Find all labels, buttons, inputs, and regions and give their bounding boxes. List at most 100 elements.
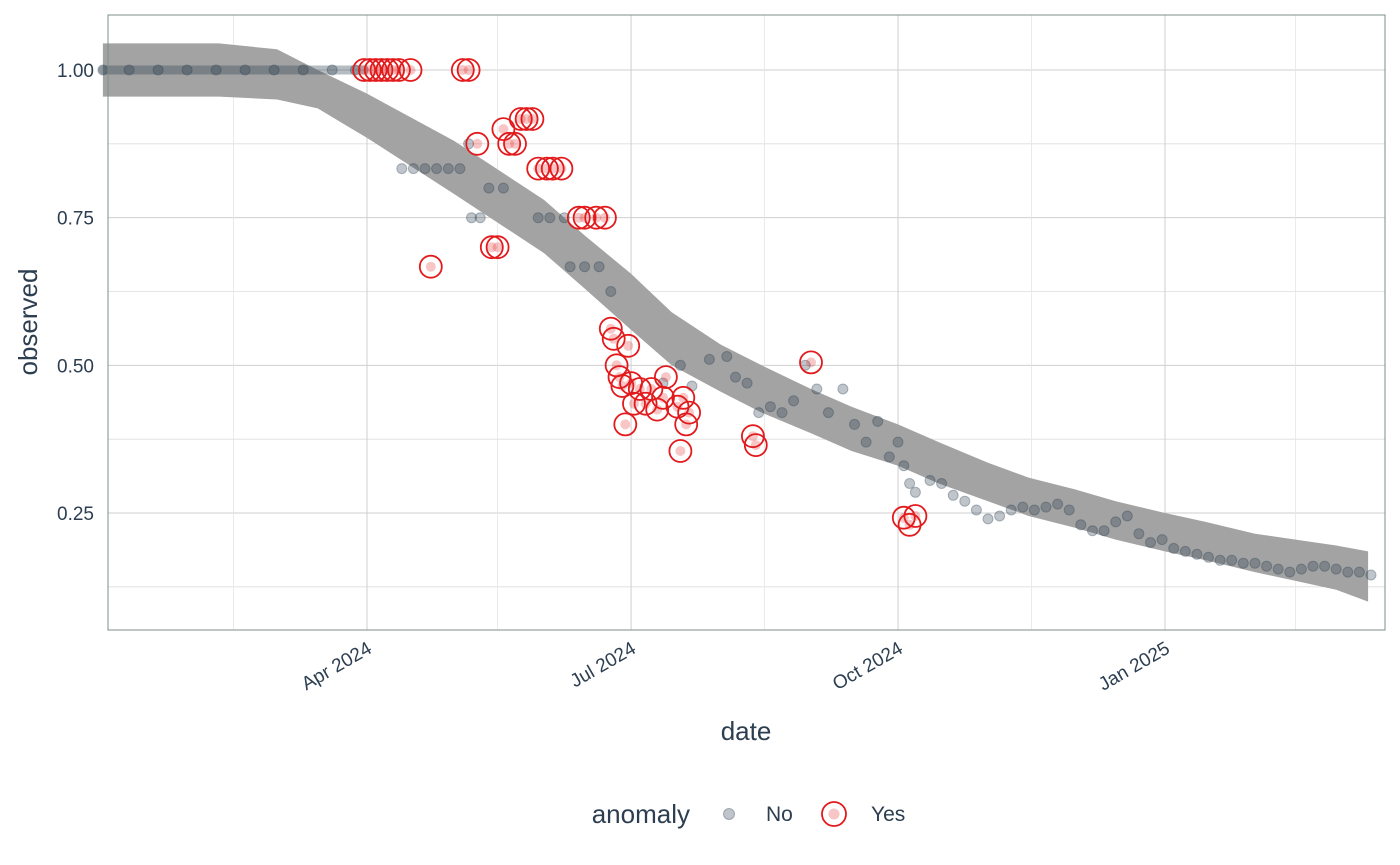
point-no: [924, 475, 936, 486]
point-no: [721, 351, 733, 362]
point-no: [532, 212, 544, 224]
point-no: [1063, 504, 1075, 516]
point-no: [1307, 560, 1319, 572]
point-no: [872, 415, 884, 427]
point-no: [959, 495, 971, 507]
point-yes: [806, 357, 816, 368]
point-yes: [675, 446, 686, 456]
point-no: [892, 436, 904, 448]
anomaly-ring: [616, 333, 641, 358]
point-no: [1353, 566, 1365, 578]
point-no: [1284, 566, 1296, 578]
point-yes: [620, 419, 631, 430]
anomaly-ring: [645, 397, 670, 422]
anomaly-ring: [741, 424, 765, 449]
point-no: [1226, 554, 1238, 566]
point-no: [466, 212, 477, 224]
anomaly-ring: [418, 254, 443, 279]
point-no: [1191, 548, 1203, 560]
point-no: [1133, 528, 1145, 540]
point-yes: [599, 212, 610, 223]
point-no: [419, 163, 431, 175]
point-no: [1249, 557, 1261, 569]
anomaly-ring: [352, 58, 377, 82]
point-no: [1365, 569, 1377, 581]
anomaly-ring: [456, 58, 481, 82]
point-no: [1295, 563, 1307, 575]
anomaly-ring: [357, 58, 382, 82]
point-no: [970, 504, 982, 516]
legend-key-no: [723, 808, 735, 820]
point-no: [268, 64, 280, 76]
point-yes: [504, 138, 515, 149]
y-tick-label: 0.50: [57, 356, 94, 377]
point-no: [1145, 537, 1156, 548]
anomaly-ring: [566, 205, 591, 230]
anomaly-ring: [535, 156, 559, 181]
point-no: [297, 64, 309, 76]
point-yes: [652, 404, 663, 415]
point-yes: [457, 65, 468, 75]
point-no: [776, 407, 788, 419]
point-yes: [472, 138, 483, 149]
anomaly-ring: [497, 131, 522, 156]
legend-label-yes: Yes: [871, 803, 905, 826]
point-no: [1121, 510, 1133, 522]
point-no: [181, 64, 193, 76]
anomaly-ring: [674, 412, 699, 437]
anomaly-ring: [363, 58, 388, 82]
anomaly-ring: [903, 504, 928, 528]
point-no: [860, 436, 872, 448]
prediction-band: [102, 43, 1369, 602]
point-no: [1098, 525, 1110, 537]
point-yes: [510, 138, 520, 149]
point-no: [593, 261, 605, 273]
point-yes: [498, 124, 509, 135]
point-no: [483, 182, 495, 194]
point-no: [753, 407, 765, 419]
point-no: [1168, 542, 1180, 554]
anomaly-ring: [526, 156, 551, 181]
point-no: [407, 163, 419, 175]
point-no: [947, 489, 959, 501]
point-no: [1342, 566, 1354, 578]
point-no: [396, 163, 408, 175]
legend-title: anomaly: [592, 799, 690, 829]
anomaly-ring: [375, 58, 400, 82]
point-no: [1017, 501, 1029, 513]
point-no: [730, 371, 741, 383]
point-no: [837, 383, 849, 395]
point-no: [898, 460, 910, 472]
point-no: [431, 163, 443, 175]
anomaly-ring: [671, 385, 696, 410]
point-no: [1087, 525, 1098, 537]
anomaly-ring: [381, 58, 406, 82]
y-tick-label: 0.25: [57, 504, 94, 525]
anomaly-ring: [540, 156, 565, 181]
point-no: [849, 418, 860, 430]
point-no: [1214, 554, 1226, 566]
anomaly-ring: [668, 439, 693, 463]
anomaly-ring: [654, 365, 678, 390]
point-no: [788, 395, 800, 407]
anomaly-ring: [584, 205, 609, 230]
x-axis-title: date: [721, 716, 772, 746]
point-no: [152, 64, 164, 76]
point-no: [558, 212, 570, 224]
point-yes: [573, 212, 584, 223]
point-yes: [425, 261, 436, 272]
point-no: [605, 286, 617, 297]
anomaly-ring: [607, 365, 632, 390]
point-no: [239, 64, 251, 76]
point-yes: [486, 242, 497, 253]
anomaly-ring: [386, 58, 411, 82]
point-no: [1028, 504, 1040, 516]
point-no: [1110, 516, 1122, 528]
point-no: [1040, 501, 1052, 513]
anomaly-ring: [622, 391, 646, 416]
legend-key-yes-dot: [828, 808, 840, 820]
point-no: [442, 163, 454, 175]
point-no: [1261, 560, 1273, 572]
point-no: [982, 513, 994, 525]
